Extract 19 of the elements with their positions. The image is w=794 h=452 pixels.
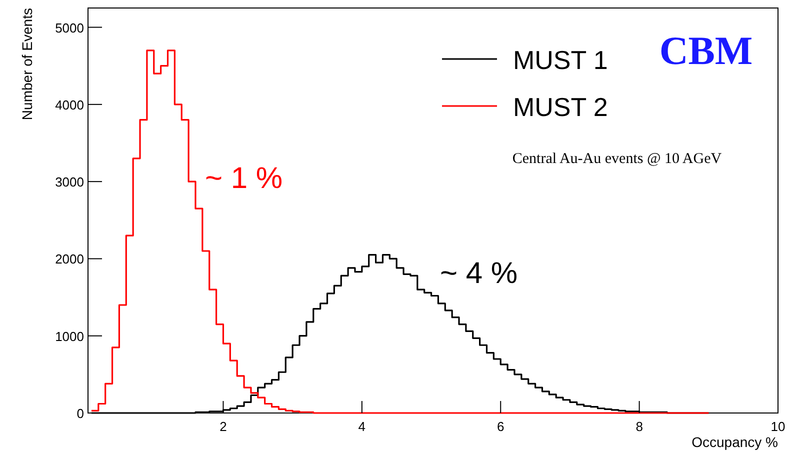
x-tick-label: 2 [220, 419, 227, 434]
x-tick-label: 8 [636, 419, 643, 434]
y-tick-label: 5000 [55, 20, 84, 36]
annotation: Central Au-Au events @ 10 AGeV [512, 151, 722, 167]
y-tick-label: 4000 [55, 97, 84, 112]
legend-label: MUST 2 [513, 92, 608, 122]
x-axis-title: Occupancy % [692, 434, 778, 450]
y-tick-label: 2000 [55, 252, 84, 267]
y-tick-label: 3000 [55, 174, 84, 190]
x-tick-label: 10 [770, 419, 786, 434]
y-axis-title: Number of Events [19, 8, 35, 120]
annotation: ~ 4 % [440, 257, 518, 290]
legend-label: MUST 1 [513, 45, 608, 75]
annotation: CBM [659, 28, 753, 73]
x-tick-label: 6 [496, 419, 504, 434]
y-tick-label: 0 [76, 406, 84, 421]
annotation: ~ 1 % [205, 162, 283, 195]
y-tick-label: 1000 [55, 328, 84, 344]
x-tick-label: 4 [358, 419, 366, 434]
